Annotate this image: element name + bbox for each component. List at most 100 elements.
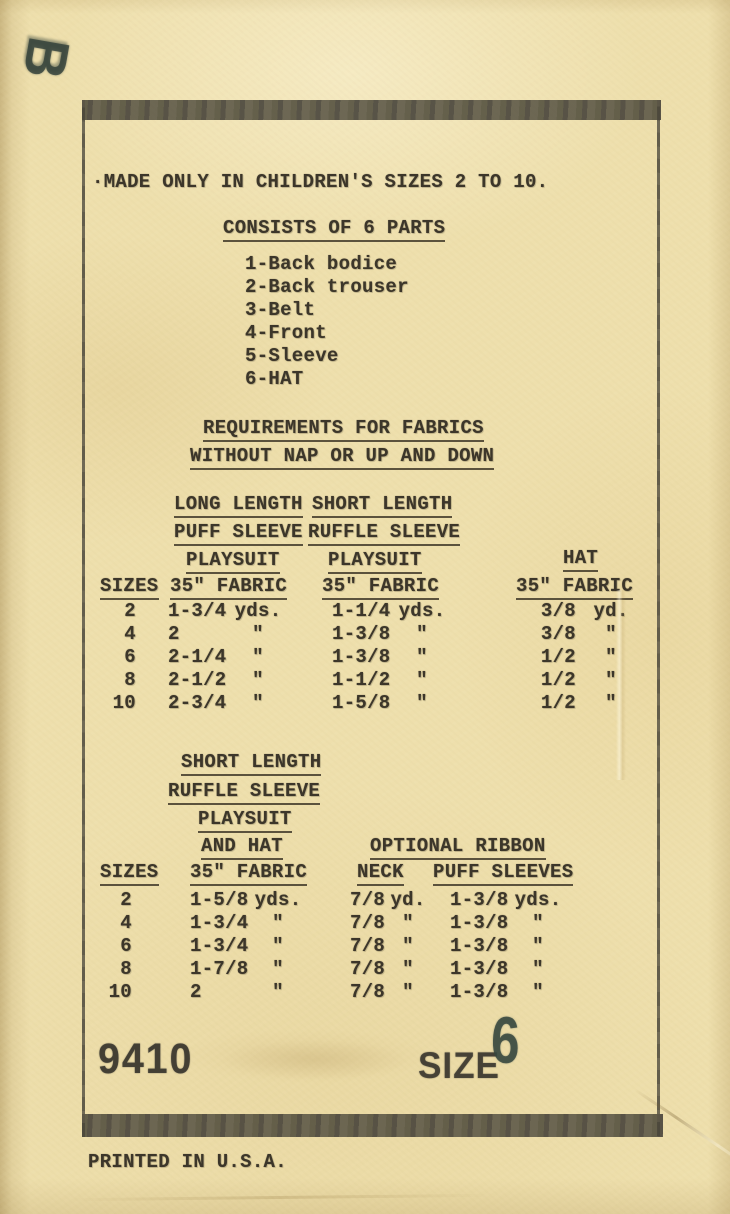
table-cell: 1-5/8 — [332, 692, 391, 714]
table-cell: " — [272, 935, 284, 957]
table-row: 10 2 " 7/8 " 1-3/8 " — [0, 981, 730, 1004]
table-cell: 1-3/4 — [190, 912, 249, 934]
t2-header-line2: RUFFLE SLEEVE — [168, 781, 321, 805]
t2-header-line4: AND HAT — [201, 836, 283, 860]
table-cell: 6 — [120, 935, 132, 957]
table-cell: " — [272, 912, 284, 934]
frame-border-right — [657, 100, 660, 1136]
t1-col1-header-line3: PLAYSUIT — [186, 550, 280, 574]
t1-col2-header-line3: PLAYSUIT — [328, 550, 422, 574]
table-cell: " — [605, 646, 617, 668]
table-cell: " — [532, 912, 544, 934]
part-item: 5-Sleeve — [245, 345, 339, 367]
table-cell: " — [416, 669, 428, 691]
t2-neck-label: NECK — [357, 862, 404, 886]
table-cell: 1-3/8 — [332, 646, 391, 668]
table-cell: 1/2 — [540, 692, 576, 714]
table-cell: " — [532, 958, 544, 980]
table-cell: " — [252, 692, 264, 714]
table-cell: 7/8 — [350, 935, 386, 957]
table-cell: yd. — [390, 889, 426, 911]
table-cell: 1/2 — [540, 669, 576, 691]
t2-header-line1: SHORT LENGTH — [181, 752, 322, 776]
t1-col3-header: HAT — [563, 548, 599, 572]
frame-border-bottom — [82, 1114, 663, 1137]
table-cell: 7/8 — [350, 889, 386, 911]
pattern-number: 9410 — [98, 1035, 194, 1083]
table-cell: 2 — [120, 889, 132, 911]
table-cell: 3/8 — [540, 600, 576, 622]
frame-border-left — [82, 100, 85, 1137]
t2-sizes-label: SIZES — [100, 862, 159, 886]
part-item: 2-Back trouser — [245, 276, 409, 298]
table-cell: 1-3/8 — [332, 623, 391, 645]
table-cell: 2-1/4 — [168, 646, 227, 668]
table-cell: " — [605, 623, 617, 645]
parts-title: CONSISTS OF 6 PARTS — [223, 218, 446, 242]
table-cell: " — [252, 669, 264, 691]
t1-col1-header-line1: LONG LENGTH — [174, 494, 303, 518]
t1-col2-header-line1: SHORT LENGTH — [312, 494, 453, 518]
table-cell: 2-3/4 — [168, 692, 227, 714]
table-cell: 8 — [124, 669, 136, 691]
table-cell: " — [605, 669, 617, 691]
table-cell: 1-3/4 — [168, 600, 227, 622]
table-cell: 2 — [190, 981, 202, 1003]
t1-fabric-label-col2: 35" FABRIC — [322, 576, 440, 600]
table-cell: 1-3/8 — [450, 935, 509, 957]
table-cell: 2-1/2 — [168, 669, 227, 691]
table-cell: yds. — [234, 600, 282, 622]
table-cell: " — [402, 958, 414, 980]
table-row: 2 1-3/4 yds. 1-1/4 yds. 3/8 yd. — [0, 600, 730, 623]
t2-fabric-label: 35" FABRIC — [190, 862, 308, 886]
part-item: 3-Belt — [245, 299, 316, 321]
table-cell: yds. — [254, 889, 302, 911]
size-value-stamp: 6 — [490, 1002, 521, 1078]
table-cell: yds. — [398, 600, 446, 622]
table-cell: 1-3/8 — [450, 889, 509, 911]
ink-smudge — [220, 1040, 410, 1080]
t1-fabric-label-col1: 35" FABRIC — [170, 576, 288, 600]
table-cell: 10 — [112, 692, 136, 714]
table-cell: 6 — [124, 646, 136, 668]
table-cell: 1-3/8 — [450, 981, 509, 1003]
table-cell: 1-5/8 — [190, 889, 249, 911]
t1-col2-header-line2: RUFFLE SLEEVE — [308, 522, 461, 546]
table-cell: 2 — [124, 600, 136, 622]
made-only-notice: ·MADE ONLY IN CHILDREN'S SIZES 2 TO 10. — [92, 171, 549, 193]
table-row: 2 1-5/8 yds. 7/8 yd. 1-3/8 yds. — [0, 889, 730, 912]
table-cell: 1-1/2 — [332, 669, 391, 691]
table-cell: 2 — [168, 623, 180, 645]
parts-list: 1-Back bodice 2-Back trouser 3-Belt 4-Fr… — [245, 253, 409, 391]
table-row: 4 1-3/4 " 7/8 " 1-3/8 " — [0, 912, 730, 935]
part-item: 4-Front — [245, 322, 327, 344]
t2-header-line3: PLAYSUIT — [198, 809, 292, 833]
requirements-title-line1: REQUIREMENTS FOR FABRICS — [203, 418, 484, 442]
table-cell: 1-3/8 — [450, 912, 509, 934]
table-cell: " — [416, 646, 428, 668]
table-row: 6 2-1/4 " 1-3/8 " 1/2 " — [0, 646, 730, 669]
table-cell: 1-1/4 — [332, 600, 391, 622]
t1-col1-header-line2: PUFF SLEEVE — [174, 522, 303, 546]
table-cell: " — [402, 912, 414, 934]
requirements-title-line2: WITHOUT NAP OR UP AND DOWN — [190, 446, 495, 470]
printed-in-usa-note: PRINTED IN U.S.A. — [88, 1151, 287, 1173]
table-cell: 1/2 — [540, 646, 576, 668]
table-cell: 7/8 — [350, 958, 386, 980]
table-cell: " — [532, 981, 544, 1003]
table-cell: 1-3/8 — [450, 958, 509, 980]
part-item: 6-HAT — [245, 368, 304, 390]
table-cell: " — [272, 981, 284, 1003]
table-cell: yds. — [514, 889, 562, 911]
paper-crease — [69, 1193, 491, 1202]
table-cell: " — [402, 981, 414, 1003]
t2-optional-ribbon-title: OPTIONAL RIBBON — [370, 836, 546, 860]
table-cell: yd. — [593, 600, 629, 622]
size-label: SIZE — [418, 1045, 500, 1086]
table-cell: 4 — [124, 623, 136, 645]
table-row: 8 2-1/2 " 1-1/2 " 1/2 " — [0, 669, 730, 692]
table-cell: 8 — [120, 958, 132, 980]
table-cell: 10 — [108, 981, 132, 1003]
table-cell: " — [252, 646, 264, 668]
table-cell: 3/8 — [540, 623, 576, 645]
